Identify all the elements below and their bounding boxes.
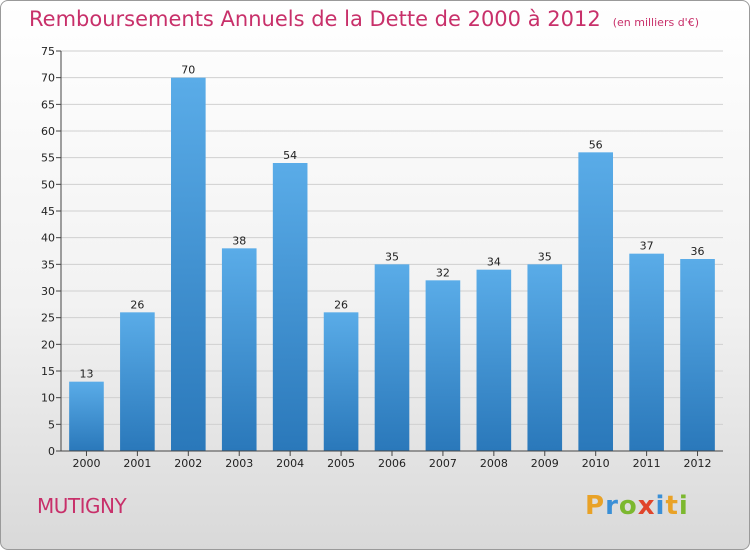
x-tick-label: 2009: [531, 457, 559, 470]
y-tick-label: 60: [41, 125, 55, 138]
x-tick-label: 2011: [633, 457, 661, 470]
bar: [170, 77, 206, 452]
bar: [323, 312, 359, 451]
logo-letter: P: [585, 491, 606, 521]
data-label: 38: [232, 234, 246, 247]
logo-letter: o: [618, 491, 638, 521]
data-label: 13: [79, 368, 93, 381]
bar: [69, 381, 104, 451]
x-tick-label: 2007: [429, 457, 457, 470]
x-tick-label: 2000: [72, 457, 100, 470]
x-tick-label: 2003: [225, 457, 253, 470]
y-tick-label: 65: [41, 98, 55, 111]
bar: [272, 163, 308, 451]
chart-title: Remboursements Annuels de la Dette de 20…: [29, 7, 601, 31]
bar: [120, 312, 155, 451]
proxiti-logo[interactable]: Proxiti: [585, 491, 689, 521]
data-label: 70: [181, 64, 195, 77]
y-tick-label: 5: [48, 418, 55, 431]
data-label: 26: [130, 298, 144, 311]
data-label: 54: [283, 149, 297, 162]
y-tick-label: 75: [41, 45, 55, 58]
x-tick-label: 2001: [123, 457, 151, 470]
bar: [476, 269, 512, 451]
data-label: 36: [691, 245, 705, 258]
logo-letter: i: [678, 491, 689, 521]
unit-note: (en milliers d'€): [612, 16, 699, 29]
bar: [629, 253, 664, 451]
y-tick-label: 25: [41, 312, 55, 325]
labels: 0 5 10 15 20 25 30 35 40 45 50 55 60 65 70 75 13 2000 26 20…: [41, 45, 712, 470]
x-tick-label: 2010: [582, 457, 610, 470]
data-label: 26: [334, 298, 348, 311]
y-tick-label: 45: [41, 205, 55, 218]
commune-name: MUTIGNY: [37, 494, 127, 518]
data-label: 35: [538, 250, 552, 263]
y-tick-label: 30: [41, 285, 55, 298]
x-tick-label: 2004: [276, 457, 304, 470]
x-tick-label: 2006: [378, 457, 406, 470]
x-tick-label: 2005: [327, 457, 355, 470]
axes: [56, 50, 723, 456]
y-tick-label: 35: [41, 258, 55, 271]
y-tick-label: 0: [48, 445, 55, 458]
data-label: 32: [436, 266, 450, 279]
data-label: 37: [640, 240, 654, 253]
data-label: 35: [385, 250, 399, 263]
bars: [69, 77, 715, 452]
y-tick-label: 55: [41, 152, 55, 165]
data-label: 56: [589, 138, 603, 151]
logo-letter: t: [665, 491, 679, 521]
logo-letter: x: [637, 491, 656, 521]
data-label: 34: [487, 256, 501, 269]
bar: [425, 280, 461, 451]
y-tick-label: 50: [41, 178, 55, 191]
x-tick-label: 2008: [480, 457, 508, 470]
bar: [680, 259, 715, 451]
x-tick-label: 2002: [174, 457, 202, 470]
y-tick-label: 40: [41, 232, 55, 245]
bar: [527, 264, 563, 451]
y-tick-label: 70: [41, 72, 55, 85]
title-row: Remboursements Annuels de la Dette de 20…: [29, 7, 699, 31]
y-tick-label: 15: [41, 365, 55, 378]
x-tick-label: 2012: [684, 457, 712, 470]
bar: [578, 152, 614, 452]
bar: [221, 248, 257, 451]
y-tick-label: 10: [41, 392, 55, 405]
logo-letter: i: [655, 491, 666, 521]
logo-letter: r: [605, 491, 619, 521]
bar: [374, 264, 410, 451]
y-tick-label: 20: [41, 338, 55, 351]
